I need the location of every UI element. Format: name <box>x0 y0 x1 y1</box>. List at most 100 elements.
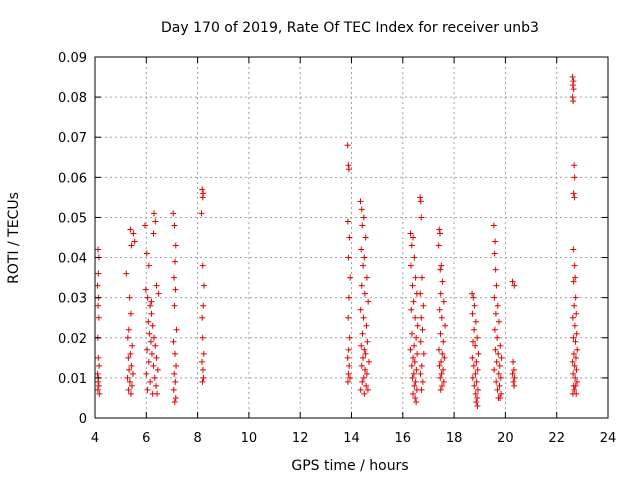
data-point <box>172 394 179 401</box>
data-point <box>127 226 134 233</box>
data-point <box>410 370 417 377</box>
data-point <box>492 266 499 273</box>
data-point <box>358 246 365 253</box>
data-point <box>571 194 578 201</box>
data-point <box>419 326 426 333</box>
data-point <box>346 374 353 381</box>
data-point <box>496 382 503 389</box>
data-point <box>199 366 206 373</box>
data-point <box>472 370 479 377</box>
data-point <box>497 394 504 401</box>
x-tick-label: 20 <box>497 431 514 446</box>
data-point <box>359 330 366 337</box>
data-point <box>474 386 481 393</box>
data-point <box>200 350 207 357</box>
data-point <box>496 362 503 369</box>
data-point <box>570 98 577 105</box>
data-point <box>357 306 364 313</box>
data-point <box>125 386 132 393</box>
data-point <box>495 370 502 377</box>
data-point <box>571 174 578 181</box>
data-point <box>142 222 149 229</box>
data-point <box>129 342 136 349</box>
data-point <box>412 314 419 321</box>
data-point <box>471 326 478 333</box>
data-point <box>438 314 445 321</box>
x-tick-label: 6 <box>142 431 150 446</box>
data-point <box>440 378 447 385</box>
data-point <box>494 302 501 309</box>
data-point <box>171 302 178 309</box>
data-point <box>153 282 160 289</box>
y-tick-label: 0.08 <box>58 91 87 106</box>
data-point <box>491 366 498 373</box>
data-point <box>417 290 424 297</box>
data-point <box>420 302 427 309</box>
data-point <box>436 226 443 233</box>
data-point <box>152 218 159 225</box>
data-point <box>411 382 418 389</box>
data-point <box>148 350 155 357</box>
data-point <box>474 334 481 341</box>
data-point <box>344 378 351 385</box>
data-point <box>438 358 445 365</box>
data-point <box>471 382 478 389</box>
data-point <box>95 314 102 321</box>
data-point <box>346 234 353 241</box>
data-point <box>150 362 157 369</box>
data-point <box>497 374 504 381</box>
data-point <box>95 378 102 385</box>
data-point <box>474 366 481 373</box>
data-point <box>199 186 206 193</box>
data-point <box>198 210 205 217</box>
data-point <box>409 374 416 381</box>
data-point <box>147 338 154 345</box>
data-point <box>571 386 578 393</box>
data-point <box>490 222 497 229</box>
data-point <box>346 362 353 369</box>
data-point <box>362 234 369 241</box>
y-tick-label: 0.03 <box>58 292 87 307</box>
data-point <box>361 290 368 297</box>
data-point <box>435 242 442 249</box>
data-point <box>470 294 477 301</box>
y-tick-label: 0.04 <box>58 252 87 267</box>
data-point <box>473 378 480 385</box>
data-point <box>436 362 443 369</box>
data-point <box>440 366 447 373</box>
data-point <box>359 378 366 385</box>
y-tick-label: 0.09 <box>58 51 87 66</box>
data-point <box>357 386 364 393</box>
data-point <box>417 370 424 377</box>
data-point <box>569 390 576 397</box>
data-point <box>493 378 500 385</box>
data-point <box>510 366 517 373</box>
data-point <box>173 362 180 369</box>
data-point <box>418 362 425 369</box>
data-point <box>511 382 518 389</box>
data-point <box>200 190 207 197</box>
data-point <box>410 298 417 305</box>
data-point <box>358 282 365 289</box>
data-point <box>435 346 442 353</box>
data-point <box>498 390 505 397</box>
data-point <box>145 358 152 365</box>
data-point <box>471 302 478 309</box>
data-point <box>572 274 579 281</box>
data-point <box>573 366 580 373</box>
data-point <box>94 370 101 377</box>
data-point <box>364 338 371 345</box>
data-point <box>492 238 499 245</box>
data-point <box>440 298 447 305</box>
data-point <box>143 370 150 377</box>
data-point <box>511 282 518 289</box>
data-point <box>145 262 152 269</box>
data-point <box>170 210 177 217</box>
data-point <box>418 214 425 221</box>
data-point <box>359 222 366 229</box>
x-tick-label: 14 <box>343 431 360 446</box>
x-tick-label: 8 <box>193 431 201 446</box>
data-point <box>569 94 576 101</box>
x-axis-label: GPS time / hours <box>291 458 408 474</box>
data-point <box>411 358 418 365</box>
